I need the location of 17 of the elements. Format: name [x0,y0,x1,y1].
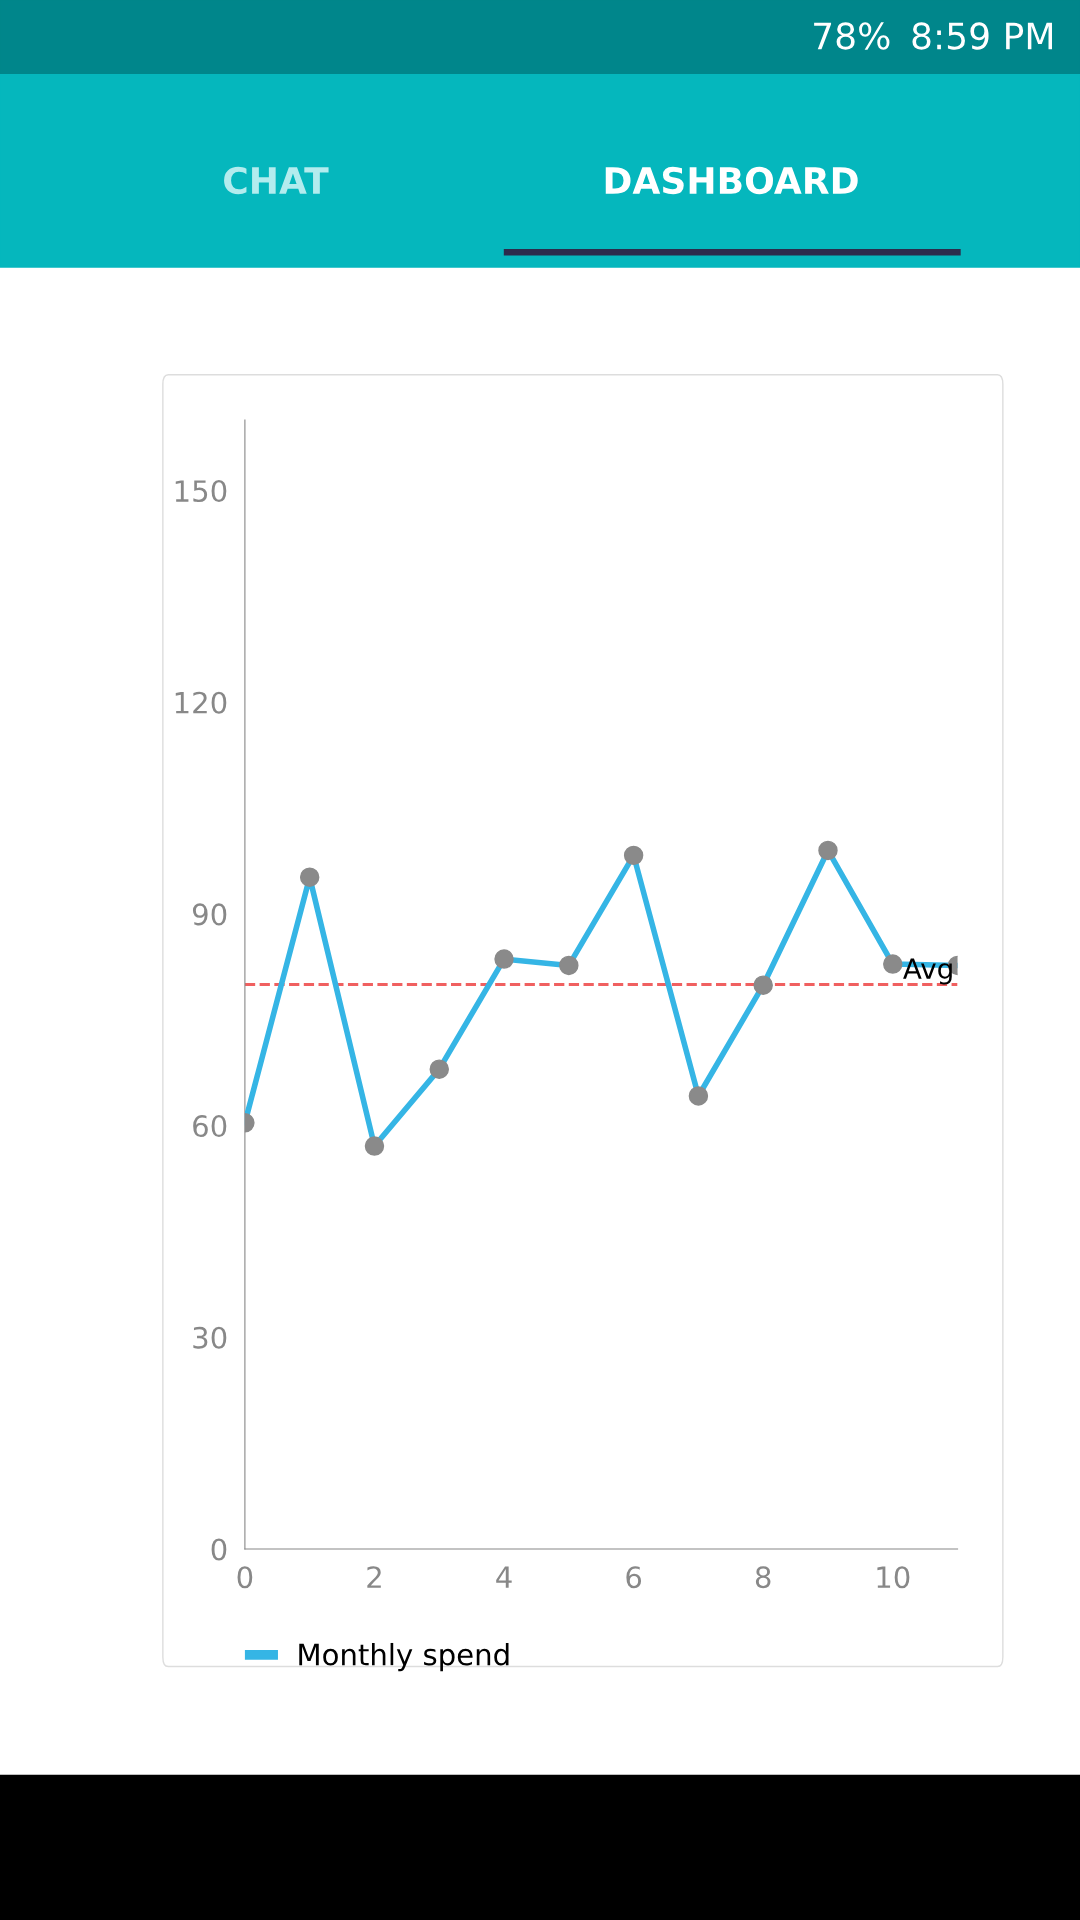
x-tick-label: 2 [367,1566,381,1588]
y-tick-label: 60 [193,1115,227,1138]
x-tick-label: 8 [755,1566,771,1589]
y-tick-label: 150 [175,480,227,503]
text: 8:59 PM [912,22,1052,50]
text: CHAT [224,166,329,195]
y-tick-label: 90 [192,903,227,926]
y-tick-label: 30 [193,1326,227,1349]
x-tick-label: 0 [237,1566,253,1589]
legend-label: Monthly spend [299,1642,509,1672]
x-tick-label: 4 [496,1566,512,1588]
text: DASHBOARD [605,166,858,195]
x-tick-label: 6 [626,1566,642,1589]
text: 78% [814,22,890,50]
y-tick-label: 0 [211,1538,227,1561]
y-tick-label: 120 [175,691,227,714]
x-tick-label: 10 [877,1566,910,1589]
